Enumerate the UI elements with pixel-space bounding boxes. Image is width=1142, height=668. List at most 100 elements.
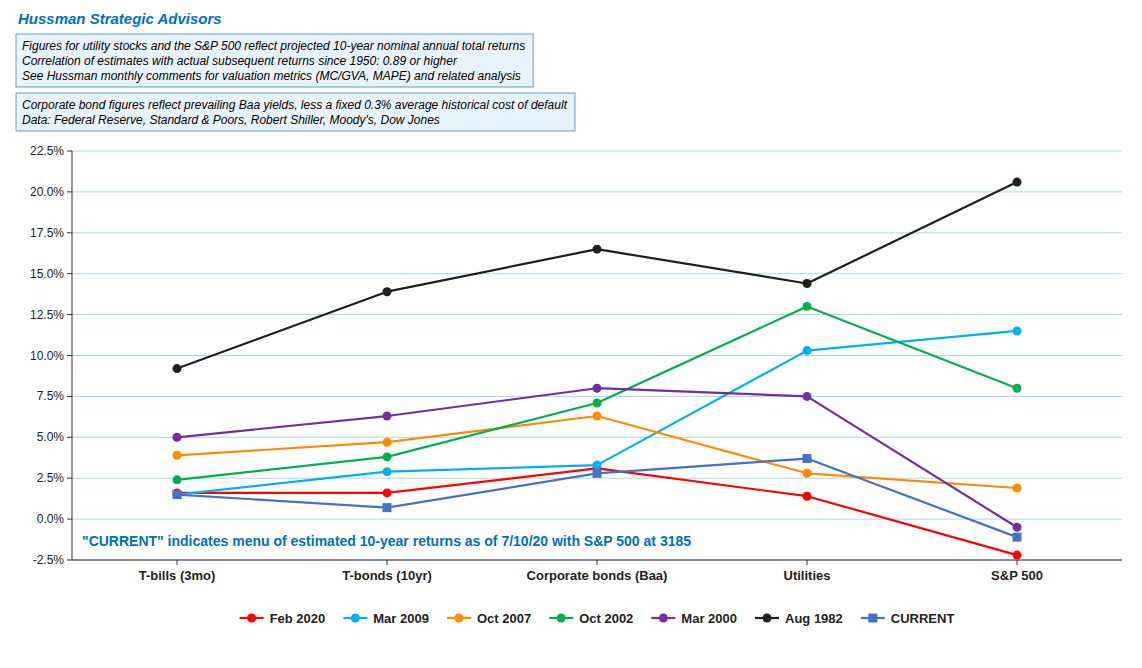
legend-marker — [557, 614, 566, 623]
grid-line — [72, 396, 1122, 397]
tick-mark — [1017, 560, 1018, 565]
tick-label: 0.0% — [37, 512, 65, 526]
grid-line — [72, 355, 1122, 356]
series-line — [177, 459, 1017, 538]
tick-label: Corporate bonds (Baa) — [527, 568, 668, 583]
data-point — [383, 467, 392, 476]
tick-label: 2.5% — [37, 471, 65, 485]
series-line — [177, 331, 1017, 495]
tick-mark — [67, 232, 72, 233]
data-point — [173, 490, 182, 499]
data-point — [173, 490, 182, 499]
legend-item: Feb 2020 — [240, 611, 326, 626]
tick-mark — [67, 519, 72, 520]
y-axis: -2.5%0.0%2.5%5.0%7.5%10.0%12.5%15.0%17.5… — [30, 144, 1122, 567]
data-point — [1013, 384, 1022, 393]
data-point — [173, 433, 182, 442]
annotation: "CURRENT" indicates menu of estimated 10… — [82, 533, 691, 549]
data-point — [383, 287, 392, 296]
grid-line — [72, 437, 1122, 438]
grid-line — [72, 191, 1122, 192]
legend-label: CURRENT — [891, 611, 955, 626]
data-point — [383, 438, 392, 447]
tick-label: S&P 500 — [991, 568, 1043, 583]
data-point — [1013, 484, 1022, 493]
data-point — [173, 475, 182, 484]
tick-label: 22.5% — [30, 144, 64, 158]
tick-mark — [67, 191, 72, 192]
tick-label: 15.0% — [30, 267, 64, 281]
legend-item: CURRENT — [861, 611, 955, 626]
data-point — [803, 302, 812, 311]
grid-line — [72, 232, 1122, 233]
plot-area — [173, 178, 1022, 560]
data-point — [593, 412, 602, 421]
tick-mark — [597, 560, 598, 565]
series-line — [177, 416, 1017, 488]
series-line — [177, 388, 1017, 527]
legend-marker — [763, 614, 772, 623]
data-point — [593, 384, 602, 393]
data-point — [1013, 178, 1022, 187]
data-point — [383, 412, 392, 421]
tick-label: 7.5% — [37, 389, 65, 403]
chart: Hussman Strategic AdvisorsFigures for ut… — [0, 0, 1142, 668]
legend-item: Aug 1982 — [755, 611, 843, 626]
series — [173, 412, 1022, 493]
grid-line — [72, 314, 1122, 315]
data-point — [593, 461, 602, 470]
annotation: Corporate bond figures reflect prevailin… — [22, 98, 568, 112]
legend: Feb 2020 Mar 2009 Oct 2007 Oct 2002 Mar 2000… — [240, 611, 955, 626]
data-point — [803, 346, 812, 355]
tick-mark — [67, 355, 72, 356]
legend-label: Aug 1982 — [785, 611, 843, 626]
tick-label: Utilities — [784, 568, 831, 583]
data-point — [593, 245, 602, 254]
tick-mark — [67, 314, 72, 315]
tick-label: T-bonds (10yr) — [342, 568, 432, 583]
data-point — [1013, 551, 1022, 560]
tick-label: 10.0% — [30, 349, 64, 363]
data-point — [173, 451, 182, 460]
grid-line — [72, 151, 1122, 152]
series — [173, 178, 1022, 374]
annotation-box: Figures for utility stocks and the S&P 5… — [16, 34, 533, 87]
legend-label: Feb 2020 — [270, 611, 326, 626]
data-point — [1013, 533, 1022, 542]
tick-mark — [177, 560, 178, 565]
legend-label: Mar 2000 — [681, 611, 737, 626]
legend-item: Oct 2007 — [447, 611, 531, 626]
legend-marker — [454, 614, 463, 623]
tick-mark — [67, 560, 72, 561]
data-point — [803, 469, 812, 478]
annotation-box: Corporate bond figures reflect prevailin… — [16, 93, 575, 131]
data-point — [593, 469, 602, 478]
legend-marker — [868, 614, 877, 623]
tick-mark — [67, 396, 72, 397]
tick-mark — [807, 560, 808, 565]
x-axis: T-bills (3mo)T-bonds (10yr)Corporate bon… — [139, 560, 1043, 583]
legend-item: Mar 2009 — [343, 611, 429, 626]
annotation-frame — [16, 93, 575, 131]
tick-label: 17.5% — [30, 226, 64, 240]
legend-label: Oct 2002 — [579, 611, 633, 626]
legend-marker — [351, 614, 360, 623]
tick-label: 20.0% — [30, 185, 64, 199]
annotation: Data: Federal Reserve, Standard & Poors,… — [22, 113, 440, 127]
tick-mark — [387, 560, 388, 565]
data-point — [383, 503, 392, 512]
data-point — [593, 398, 602, 407]
series — [173, 326, 1022, 499]
y-axis-line — [72, 151, 73, 560]
data-point — [803, 492, 812, 501]
legend-marker — [659, 614, 668, 623]
tick-mark — [67, 273, 72, 274]
legend-marker — [247, 614, 256, 623]
tick-mark — [67, 151, 72, 152]
annotation: See Hussman monthly comments for valuati… — [22, 69, 521, 83]
data-point — [383, 488, 392, 497]
data-point — [1013, 326, 1022, 335]
data-point — [383, 452, 392, 461]
tick-label: 5.0% — [37, 430, 65, 444]
series — [173, 384, 1022, 532]
